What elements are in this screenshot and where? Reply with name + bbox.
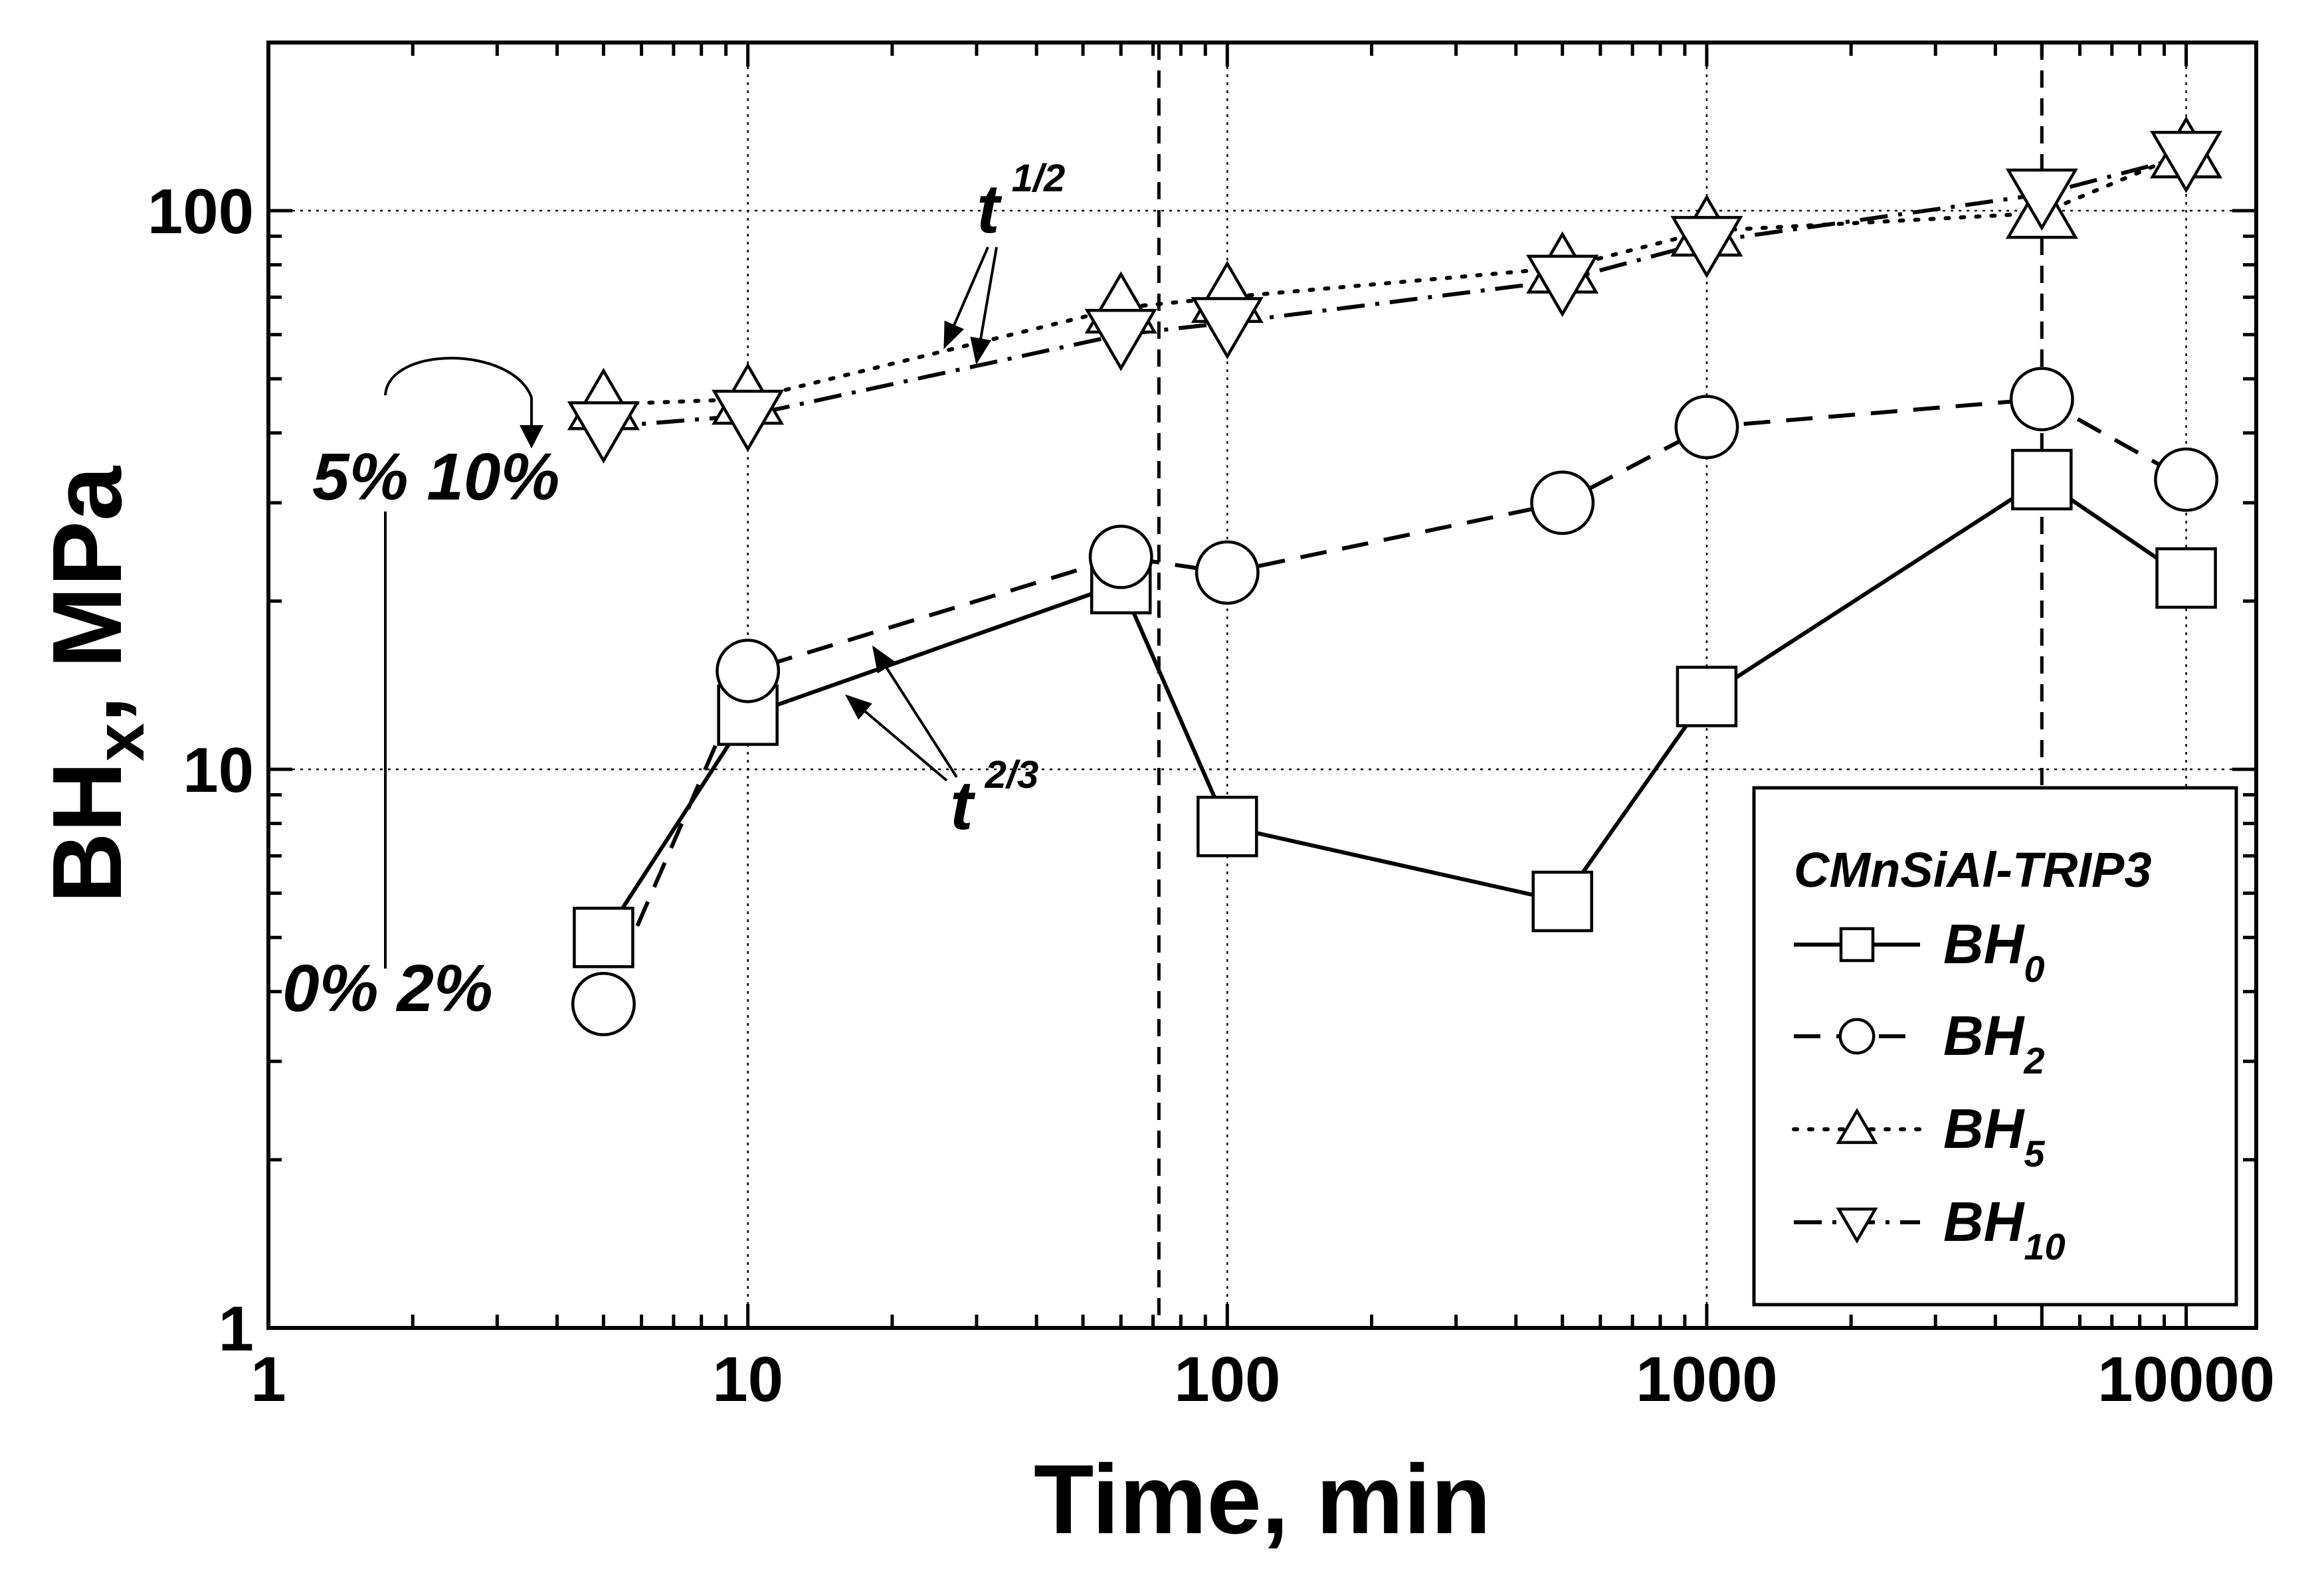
annotation-t-half: t 1/2	[943, 157, 1065, 365]
annotation-t-half-base: t	[977, 171, 1003, 248]
legend-box	[1752, 786, 2238, 1307]
annotation-strain-bracket: 5% 10% 0% 2%	[282, 357, 559, 1026]
point-BH10	[712, 389, 785, 452]
legend-title: CMnSiAl-TRIP3	[1794, 842, 2152, 897]
annotation-t-half-exp: 1/2	[1012, 157, 1066, 200]
y-tick-label: 100	[147, 176, 254, 247]
point-BH0	[1676, 666, 1738, 727]
x-tick-label: 1000	[1636, 1344, 1778, 1415]
y-axis-label-tail: , MPa	[33, 465, 142, 723]
annotation-t-half-label: t 1/2	[977, 157, 1065, 248]
point-BH10	[1191, 297, 1264, 359]
legend-marker-2	[1836, 1107, 1878, 1145]
legend-label-1: BH2	[1943, 1004, 2044, 1081]
annotation-t-two-thirds-arrow-1	[844, 694, 948, 782]
point-BH10	[2005, 168, 2078, 231]
annotation-t-two-thirds-base: t	[950, 767, 976, 844]
y-tick-labels: 1 10 100	[147, 176, 254, 1364]
point-BH0	[1197, 795, 1258, 858]
y-axis-label-main: BH	[33, 761, 142, 903]
point-BH0	[1531, 870, 1593, 933]
x-tick-label: 100	[1174, 1344, 1280, 1415]
legend: CMnSiAl-TRIP3 BH0 BH2 BH5 BH10	[1752, 786, 2238, 1307]
strain-bracket-arrowhead	[520, 425, 543, 448]
legend-label-0: BH0	[1943, 913, 2044, 990]
point-BH2	[1530, 470, 1595, 535]
legend-label-3: BH10	[1943, 1190, 2066, 1267]
plot-frame	[266, 41, 2258, 1330]
annotation-t-two-thirds: t 2/3	[844, 645, 1038, 844]
strain-bracket-upper-arc	[384, 357, 533, 398]
y-axis-label: BHx, MPa	[33, 465, 159, 903]
point-BH10	[1526, 254, 1599, 318]
point-BH0	[573, 906, 634, 969]
point-BH2	[1195, 540, 1260, 605]
point-BH2	[716, 638, 781, 703]
series-lines	[601, 150, 2188, 1005]
point-BH10	[2150, 130, 2223, 193]
series-line-BH2	[601, 397, 2188, 1005]
point-BH10	[1670, 216, 1743, 278]
point-BH2	[1088, 524, 1153, 589]
series-markers	[567, 116, 2223, 1036]
annotation-strain-low: 0% 2%	[282, 951, 493, 1026]
point-BH10	[1084, 309, 1157, 371]
series-line-BH10	[603, 154, 2187, 429]
annotation-t-two-thirds-arrow-2	[872, 645, 958, 779]
annotation-t-two-thirds-label: t 2/3	[950, 753, 1038, 844]
legend-marker-3	[1836, 1207, 1878, 1244]
point-BH2	[1674, 395, 1739, 460]
x-tick-label: 10	[712, 1344, 783, 1415]
tick-marks	[266, 41, 2256, 1330]
series-line-BH0	[601, 477, 2188, 939]
y-tick-label: 1	[219, 1293, 254, 1364]
point-BH10	[567, 401, 640, 464]
annotation-strain-high: 5% 10%	[312, 440, 559, 514]
legend-marker-0	[1839, 927, 1875, 963]
annotation-t-half-arrow-1	[943, 246, 989, 349]
annotation-t-two-thirds-exp: 2/3	[985, 753, 1039, 796]
y-tick-label: 10	[183, 735, 254, 806]
series-line-BH5	[601, 150, 2188, 407]
point-BH2	[2009, 367, 2074, 432]
point-BH2	[571, 971, 636, 1036]
y-axis-label-subscript: x	[82, 723, 159, 761]
x-axis-label: Time, min	[1034, 1445, 1491, 1554]
legend-entries: BH0 BH2 BH5 BH10	[1792, 913, 2066, 1267]
point-BH0	[2011, 448, 2073, 511]
x-tick-label: 10000	[2097, 1344, 2275, 1415]
x-tick-labels: 1 10 100 1000 10000	[250, 1344, 2275, 1415]
point-BH2	[2154, 447, 2218, 512]
legend-marker-1	[1838, 1018, 1876, 1055]
annotation-t-half-arrow-2	[970, 246, 998, 365]
point-BH0	[2155, 547, 2217, 609]
x-tick-label: 1	[250, 1344, 286, 1415]
legend-label-2: BH5	[1943, 1097, 2045, 1174]
